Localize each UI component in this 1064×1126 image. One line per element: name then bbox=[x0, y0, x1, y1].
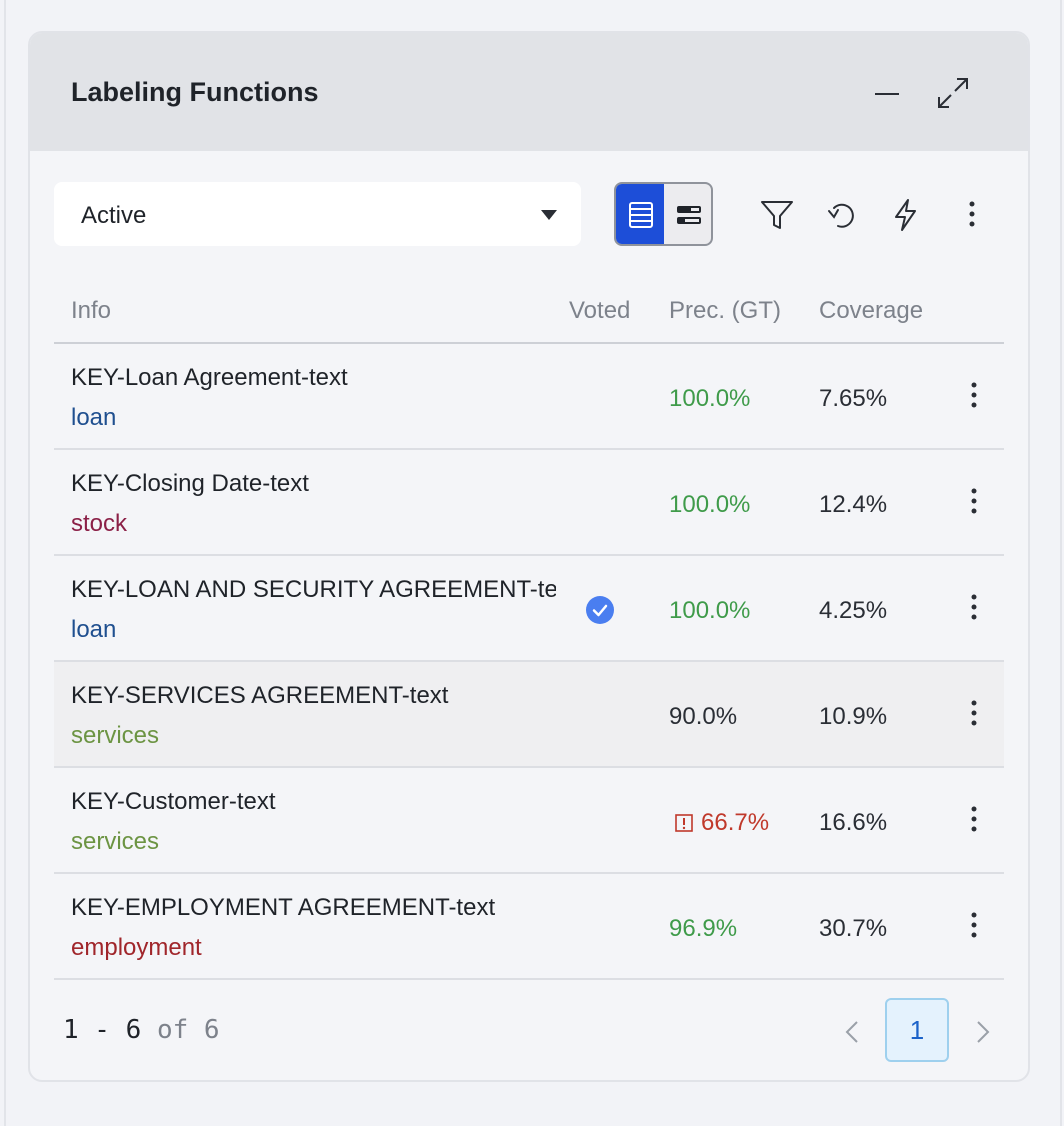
page-button-current[interactable]: 1 bbox=[885, 998, 949, 1062]
lf-coverage: 10.9% bbox=[819, 703, 888, 730]
chevron-right-icon bbox=[977, 1021, 990, 1043]
next-page-button[interactable] bbox=[970, 1017, 994, 1047]
lf-precision-value: 66.7% bbox=[701, 809, 770, 836]
table-view-icon bbox=[629, 202, 653, 228]
row-more-icon[interactable] bbox=[962, 486, 986, 518]
table-row[interactable]: KEY-Customer-text services 66.7% 16.6% bbox=[54, 768, 1004, 874]
lf-name: KEY-SERVICES AGREEMENT-text bbox=[71, 682, 449, 709]
lf-precision: 100.0% bbox=[669, 385, 750, 413]
table-row[interactable]: KEY-EMPLOYMENT AGREEMENT-text employment 9… bbox=[54, 874, 1004, 980]
table-row[interactable]: KEY-SERVICES AGREEMENT-text services 90.0%… bbox=[54, 662, 1004, 768]
status-filter-select[interactable]: Active bbox=[54, 182, 581, 246]
row-more-icon[interactable] bbox=[962, 698, 986, 730]
lf-label-tag: services bbox=[71, 828, 160, 855]
lf-coverage: 30.7% bbox=[819, 915, 888, 942]
lf-name: KEY-Closing Date-text bbox=[71, 470, 309, 497]
labeling-functions-table: Info Voted Prec. (GT) Coverage KEY-Loan … bbox=[54, 261, 1004, 980]
lf-label-tag: services bbox=[71, 722, 160, 749]
table-row[interactable]: KEY-LOAN AND SECURITY AGREEMENT-text loan… bbox=[54, 556, 1004, 662]
lf-precision-value: 100.0% bbox=[669, 385, 751, 412]
table-row[interactable]: KEY-Closing Date-text stock 100.0% 12.4% bbox=[54, 450, 1004, 556]
lf-precision: 96.9% bbox=[669, 915, 737, 943]
lf-precision: 100.0% bbox=[669, 597, 750, 625]
lf-name: KEY-LOAN AND SECURITY AGREEMENT-text bbox=[71, 576, 556, 603]
view-toggle bbox=[614, 182, 713, 246]
column-header-voted[interactable]: Voted bbox=[569, 297, 631, 324]
row-more-icon[interactable] bbox=[962, 804, 986, 836]
panel-title: Labeling Functions bbox=[71, 77, 319, 107]
lf-label-tag: loan bbox=[71, 404, 117, 431]
labeling-functions-panel: Labeling Functions Active bbox=[28, 31, 1030, 1082]
lf-precision: 100.0% bbox=[669, 491, 750, 519]
table-header: Info Voted Prec. (GT) Coverage bbox=[54, 261, 1004, 344]
page-info: 1 - 6 of 6 bbox=[63, 1015, 220, 1045]
column-header-precision[interactable]: Prec. (GT) bbox=[669, 297, 781, 324]
minimize-icon[interactable] bbox=[873, 81, 903, 105]
lf-precision-value: 96.9% bbox=[669, 915, 738, 942]
row-more-icon[interactable] bbox=[962, 910, 986, 942]
outer-divider-left bbox=[4, 0, 6, 1126]
lf-precision-value: 100.0% bbox=[669, 597, 751, 624]
filter-icon[interactable] bbox=[759, 197, 795, 233]
lf-precision: 90.0% bbox=[669, 703, 737, 731]
lf-coverage: 16.6% bbox=[819, 809, 888, 836]
column-header-coverage[interactable]: Coverage bbox=[819, 297, 924, 324]
toolbar: Active bbox=[30, 151, 1028, 261]
warning-icon bbox=[675, 814, 693, 832]
lf-name: KEY-Customer-text bbox=[71, 788, 276, 815]
chevron-down-icon bbox=[541, 210, 557, 220]
chevron-left-icon bbox=[845, 1021, 858, 1043]
status-filter-value: Active bbox=[81, 202, 147, 229]
outer-divider-right bbox=[1060, 0, 1062, 1126]
pagination-bar: 1 - 6 of 6 1 bbox=[30, 995, 1028, 1080]
expand-icon[interactable] bbox=[935, 75, 971, 111]
table-row[interactable]: KEY-Loan Agreement-text loan 100.0% 7.65% bbox=[54, 344, 1004, 450]
lf-label-tag: loan bbox=[71, 616, 117, 643]
lightning-icon[interactable] bbox=[888, 197, 924, 233]
bar-view-icon bbox=[676, 206, 701, 224]
panel-header: Labeling Functions bbox=[30, 33, 1028, 151]
lf-coverage: 12.4% bbox=[819, 491, 888, 518]
lf-label-tag: employment bbox=[71, 934, 202, 961]
refresh-icon[interactable] bbox=[825, 197, 861, 233]
lf-name: KEY-EMPLOYMENT AGREEMENT-text bbox=[71, 894, 496, 921]
lf-label-tag: stock bbox=[71, 510, 128, 537]
lf-precision: 66.7% bbox=[675, 809, 769, 837]
page-range: 1 - 6 bbox=[63, 1015, 142, 1045]
voted-check-icon bbox=[586, 596, 614, 624]
row-more-icon[interactable] bbox=[962, 380, 986, 412]
page-total: of 6 bbox=[156, 1015, 220, 1045]
prev-page-button[interactable] bbox=[841, 1017, 865, 1047]
lf-coverage: 7.65% bbox=[819, 385, 888, 412]
lf-name: KEY-Loan Agreement-text bbox=[71, 364, 348, 391]
lf-precision-value: 100.0% bbox=[669, 491, 751, 518]
column-header-info[interactable]: Info bbox=[71, 297, 112, 324]
table-view-button[interactable] bbox=[616, 184, 664, 244]
more-options-icon[interactable] bbox=[958, 197, 994, 233]
lf-coverage: 4.25% bbox=[819, 597, 888, 624]
bar-view-button[interactable] bbox=[664, 184, 712, 244]
table-body: KEY-Loan Agreement-text loan 100.0% 7.65% KE… bbox=[54, 344, 1004, 980]
lf-precision-value: 90.0% bbox=[669, 703, 738, 730]
row-more-icon[interactable] bbox=[962, 592, 986, 624]
